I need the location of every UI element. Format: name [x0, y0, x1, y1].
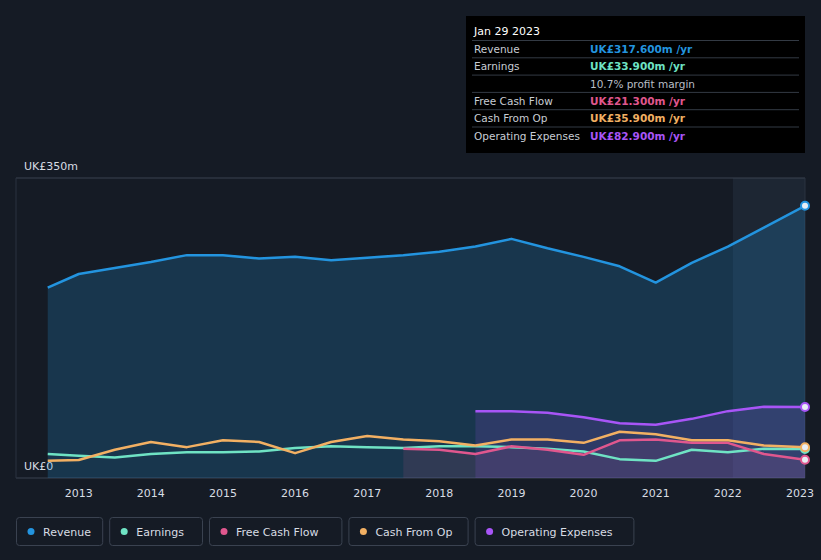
series-line	[475, 407, 805, 425]
x-tick-label: 2014	[137, 487, 165, 500]
x-tick-label: 2018	[425, 487, 453, 500]
x-tick-label: 2021	[642, 487, 670, 500]
tooltip-separator	[472, 57, 799, 58]
plot-area	[48, 206, 805, 478]
legend-item[interactable]	[210, 518, 342, 546]
tooltip-label: Free Cash Flow	[474, 95, 553, 107]
chart: UK£0UK£350m20132014201520162017201820192…	[0, 0, 821, 560]
series-line	[48, 206, 805, 288]
series-area	[48, 206, 805, 478]
legend-label: Operating Expenses	[502, 526, 613, 539]
x-tick-label: 2013	[65, 487, 93, 500]
tooltip-value: UK£317.600m /yr	[590, 43, 693, 55]
legend-swatch	[486, 528, 493, 535]
x-tick-label: 2017	[353, 487, 381, 500]
plot-edge	[16, 178, 17, 478]
legend-swatch	[28, 528, 35, 535]
tooltip-value: 10.7% profit margin	[590, 78, 695, 90]
tooltip-value: UK£33.900m /yr	[590, 60, 686, 72]
end-marker	[801, 403, 809, 411]
end-marker	[801, 443, 809, 451]
x-tick-label: 2022	[714, 487, 742, 500]
tooltip-label: Operating Expenses	[474, 130, 580, 142]
x-tick-label: 2023	[786, 487, 814, 500]
y-tick-label: UK£350m	[24, 160, 78, 173]
legend-swatch	[221, 528, 228, 535]
x-tick-label: 2020	[570, 487, 598, 500]
legend-label: Revenue	[43, 526, 91, 539]
legend-item[interactable]	[349, 518, 468, 546]
legend-item[interactable]	[475, 518, 634, 546]
tooltip-separator	[472, 75, 799, 76]
series-line	[48, 432, 805, 461]
legend-label: Earnings	[136, 526, 184, 539]
tooltip-date: Jan 29 2023	[473, 25, 540, 38]
tooltip-box	[466, 16, 805, 153]
tooltip-label: Revenue	[474, 43, 520, 55]
end-marker	[801, 202, 809, 210]
tooltip-separator	[472, 109, 799, 110]
legend-item[interactable]	[17, 518, 103, 546]
x-tick-label: 2019	[497, 487, 525, 500]
tooltip-value: UK£82.900m /yr	[590, 130, 686, 142]
legend-label: Cash From Op	[375, 526, 452, 539]
legend-swatch	[360, 528, 367, 535]
x-tick-label: 2015	[209, 487, 237, 500]
grid-line	[16, 178, 805, 179]
tooltip-label: Cash From Op	[474, 112, 548, 124]
tooltip-separator	[472, 40, 799, 41]
legend-item[interactable]	[110, 518, 203, 546]
tooltip-value: UK£21.300m /yr	[590, 95, 686, 107]
background	[0, 0, 821, 560]
end-marker	[801, 456, 809, 464]
legend-label: Free Cash Flow	[236, 526, 319, 539]
tooltip-value: UK£35.900m /yr	[590, 112, 686, 124]
x-tick-label: 2016	[281, 487, 309, 500]
legend-swatch	[121, 528, 128, 535]
tooltip-label: Earnings	[474, 60, 520, 72]
series-area	[475, 407, 805, 478]
tooltip-separator	[472, 127, 799, 128]
tooltip-separator	[472, 92, 799, 93]
